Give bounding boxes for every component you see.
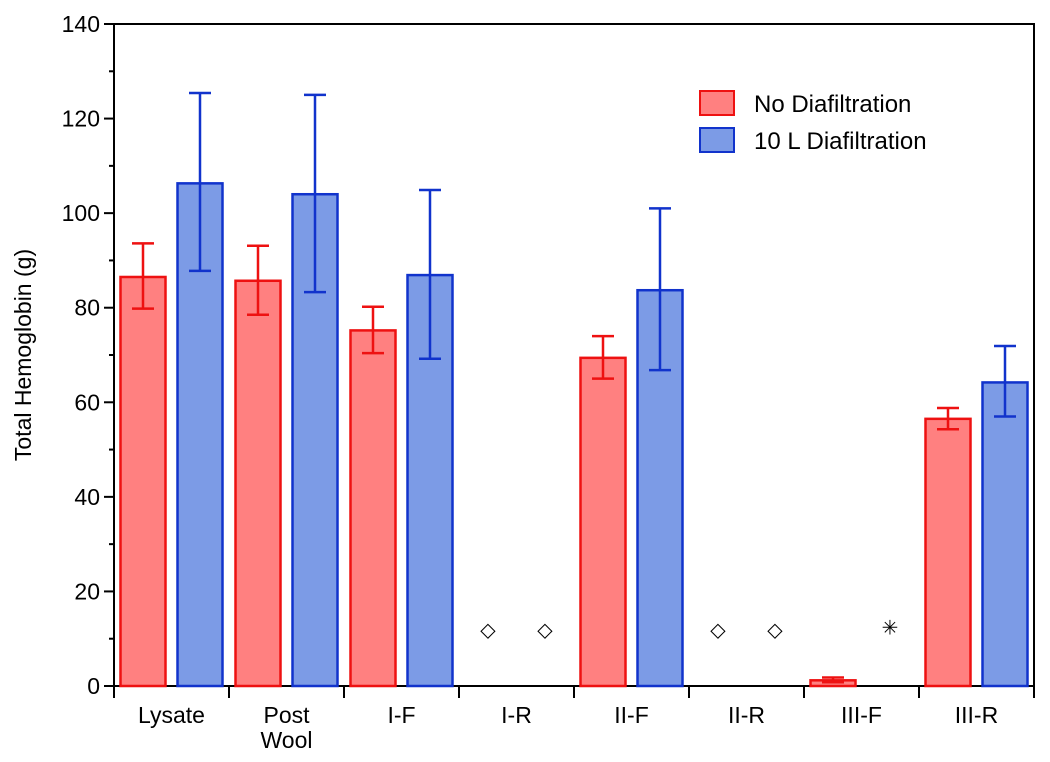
bar-no-diafiltration	[234, 279, 282, 688]
bar-no-diafiltration	[924, 417, 972, 688]
diamond-marker: ◇	[537, 617, 553, 641]
diamond-marker: ◇	[767, 617, 783, 641]
bar-no-diafiltration	[579, 356, 627, 688]
bar-no-diafiltration	[349, 329, 397, 688]
diamond-marker: ◇	[480, 617, 496, 641]
legend-label: No Diafiltration	[754, 91, 911, 118]
bar-10l-diafiltration	[981, 381, 1029, 688]
x-tick-label: II-R	[728, 702, 765, 728]
x-tick-label: Post Wool	[261, 702, 313, 753]
y-tick-label: 40	[74, 484, 100, 510]
x-tick-label: Lysate	[138, 702, 205, 728]
y-tick-label: 80	[74, 295, 100, 321]
diamond-marker: ◇	[710, 617, 726, 641]
legend-label: 10 L Diafiltration	[754, 128, 927, 155]
legend: No Diafiltration 10 L Diafiltration	[699, 90, 927, 155]
legend-swatch-no-diafiltration	[699, 90, 735, 116]
y-tick-label: 60	[74, 389, 100, 415]
y-tick-label: 140	[62, 11, 100, 37]
bar-10l-diafiltration	[636, 288, 684, 688]
x-tick-label: III-R	[955, 702, 998, 728]
asterisk-marker: ✳	[882, 615, 899, 639]
y-tick-label: 20	[74, 578, 100, 604]
x-tick-label: III-F	[841, 702, 882, 728]
y-tick-label: 0	[87, 673, 100, 699]
x-tick-label: I-R	[501, 702, 532, 728]
y-tick-label: 100	[62, 200, 100, 226]
bar-no-diafiltration	[119, 275, 167, 688]
x-tick-label: II-F	[614, 702, 649, 728]
legend-swatch-10l-diafiltration	[699, 127, 735, 153]
y-tick-label: 120	[62, 106, 100, 132]
x-tick-label: I-F	[387, 702, 415, 728]
y-axis-title: Total Hemoglobin (g)	[10, 249, 36, 461]
